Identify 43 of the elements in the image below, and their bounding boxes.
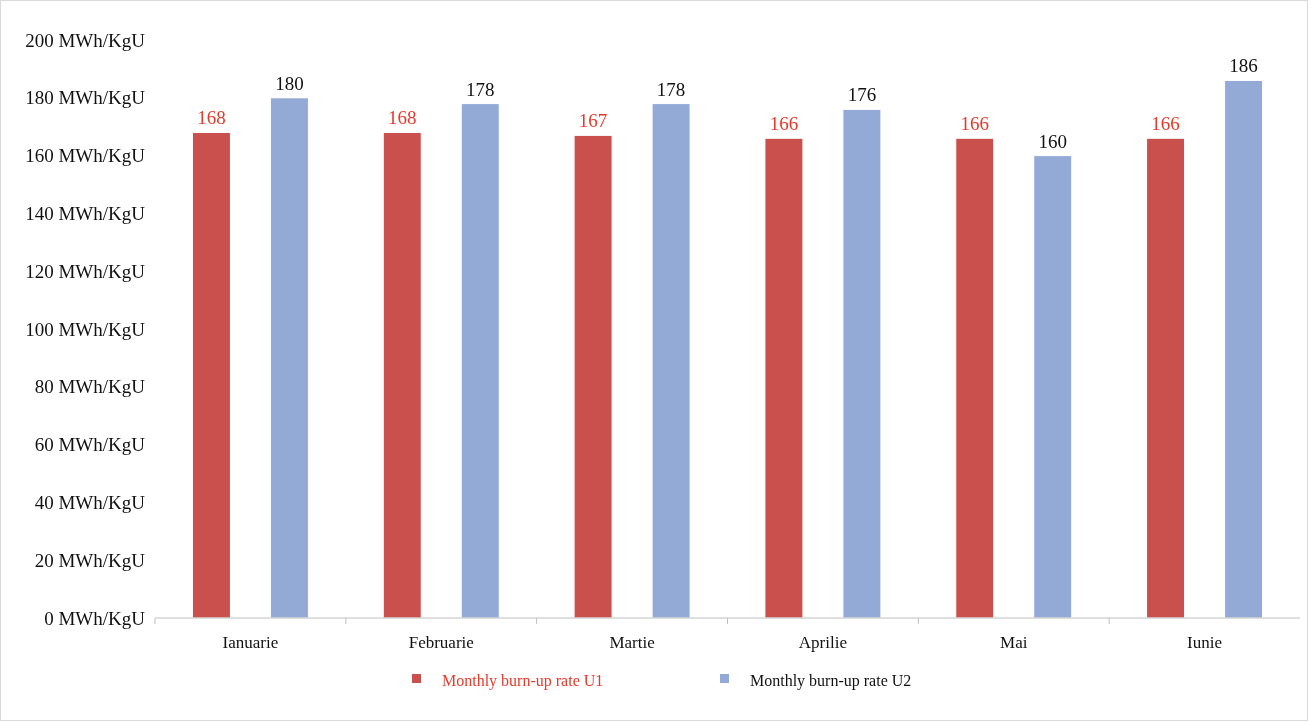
bar [1033, 155, 1073, 619]
data-label: 167 [578, 110, 608, 132]
data-label: 176 [847, 84, 877, 106]
data-label: 180 [275, 72, 304, 94]
bar [955, 137, 995, 619]
x-tick-label: Iunie [1187, 633, 1223, 652]
bar [1146, 137, 1186, 619]
x-tick-label: Martie [609, 633, 655, 652]
bar [651, 103, 691, 619]
data-label: 186 [1229, 55, 1258, 77]
data-label: 178 [466, 78, 495, 100]
data-label: 168 [197, 107, 226, 129]
bar [269, 97, 309, 619]
data-label: 168 [388, 107, 417, 129]
y-tick-label: 0 MWh/KgU [44, 607, 146, 629]
x-tick-label: Februarie [408, 633, 474, 652]
bar [842, 108, 882, 619]
y-tick-label: 160 MWh/KgU [25, 145, 146, 167]
legend-label: Monthly burn-up rate U1 [442, 671, 604, 690]
x-tick-label: Aprilie [798, 633, 847, 652]
y-tick-label: 100 MWh/KgU [25, 318, 146, 340]
data-label: 166 [1151, 113, 1180, 135]
y-tick-label: 40 MWh/KgU [34, 492, 146, 514]
y-tick-label: 80 MWh/KgU [34, 376, 146, 398]
data-label: 160 [1038, 130, 1067, 152]
y-tick-label: 120 MWh/KgU [25, 260, 146, 282]
x-tick-label: Ianuarie [222, 633, 279, 652]
y-tick-label: 140 MWh/KgU [25, 203, 146, 225]
bar [460, 103, 500, 619]
bar [191, 131, 231, 619]
y-tick-label: 60 MWh/KgU [34, 434, 146, 456]
data-label: 178 [656, 78, 686, 100]
y-tick-label: 20 MWh/KgU [34, 549, 146, 571]
bar [573, 134, 613, 619]
legend-label: Monthly burn-up rate U2 [750, 671, 912, 690]
x-tick-label: Mai [1000, 633, 1028, 652]
bar [1224, 79, 1264, 619]
data-label: 166 [769, 113, 799, 135]
y-tick-label: 200 MWh/KgU [25, 29, 146, 51]
bar [764, 137, 804, 619]
data-label: 166 [960, 113, 989, 135]
bar [382, 131, 422, 619]
y-tick-label: 180 MWh/KgU [25, 87, 146, 109]
